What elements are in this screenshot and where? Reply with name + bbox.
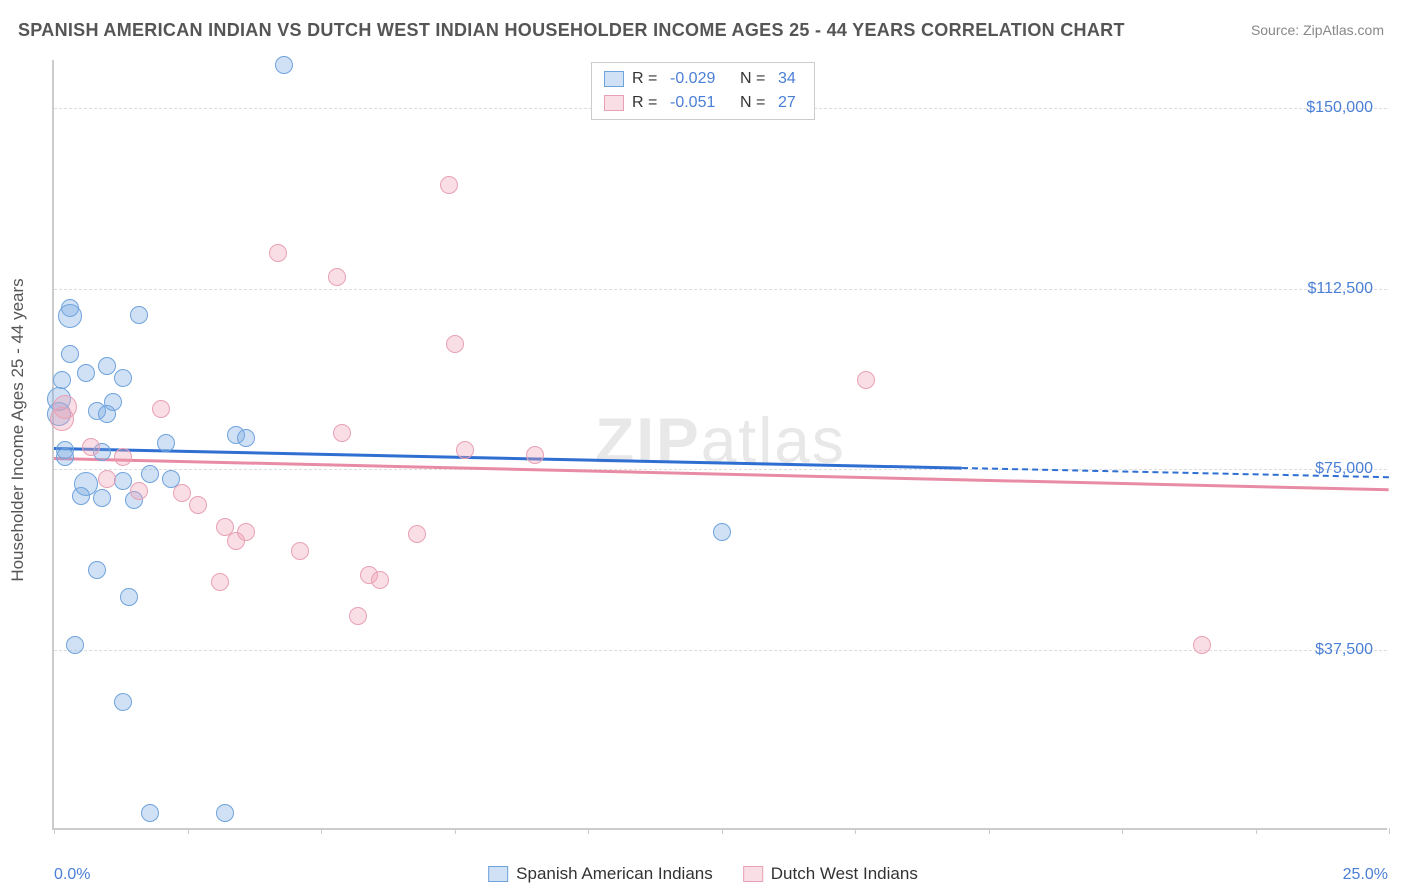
data-point — [446, 335, 464, 353]
watermark-bold: ZIP — [595, 404, 701, 476]
swatch-series-a — [488, 866, 508, 882]
x-tick-mark — [54, 828, 55, 834]
swatch-series-a — [604, 71, 624, 87]
data-point — [141, 804, 159, 822]
x-max-label: 25.0% — [1343, 866, 1388, 884]
series-b-name: Dutch West Indians — [771, 864, 918, 884]
data-point — [349, 607, 367, 625]
data-point — [275, 56, 293, 74]
x-tick-mark — [1256, 828, 1257, 834]
legend-item-a: Spanish American Indians — [488, 864, 713, 884]
data-point — [173, 484, 191, 502]
data-point — [58, 304, 82, 328]
data-point — [189, 496, 207, 514]
data-point — [98, 357, 116, 375]
data-point — [328, 268, 346, 286]
n-label: N = — [740, 70, 770, 88]
data-point — [130, 306, 148, 324]
data-point — [66, 636, 84, 654]
legend-item-b: Dutch West Indians — [743, 864, 918, 884]
gridline — [54, 469, 1387, 470]
data-point — [141, 465, 159, 483]
data-point — [98, 470, 116, 488]
plot-area: ZIPatlas $37,500$75,000$112,500$150,000 — [52, 60, 1387, 830]
correlation-legend: R = -0.029 N = 34 R = -0.051 N = 27 — [591, 62, 815, 120]
data-point — [130, 482, 148, 500]
x-tick-mark — [588, 828, 589, 834]
series-legend: Spanish American Indians Dutch West Indi… — [488, 864, 918, 884]
data-point — [211, 573, 229, 591]
x-tick-mark — [1122, 828, 1123, 834]
data-point — [237, 523, 255, 541]
data-point — [114, 369, 132, 387]
y-tick-label: $37,500 — [1315, 641, 1373, 659]
data-point — [114, 693, 132, 711]
data-point — [72, 487, 90, 505]
data-point — [77, 364, 95, 382]
chart-container: SPANISH AMERICAN INDIAN VS DUTCH WEST IN… — [0, 0, 1406, 892]
data-point — [93, 489, 111, 507]
r-label: R = — [632, 70, 662, 88]
x-tick-mark — [989, 828, 990, 834]
y-tick-label: $150,000 — [1306, 99, 1373, 117]
data-point — [56, 448, 74, 466]
swatch-series-b — [743, 866, 763, 882]
r-value-a: -0.029 — [670, 70, 732, 88]
data-point — [82, 438, 100, 456]
trend-line — [54, 447, 962, 469]
data-point — [333, 424, 351, 442]
data-point — [152, 400, 170, 418]
legend-row-b: R = -0.051 N = 27 — [604, 91, 802, 115]
x-tick-mark — [1389, 828, 1390, 834]
x-min-label: 0.0% — [54, 866, 90, 884]
data-point — [857, 371, 875, 389]
series-a-name: Spanish American Indians — [516, 864, 713, 884]
data-point — [216, 804, 234, 822]
data-point — [713, 523, 731, 541]
data-point — [114, 472, 132, 490]
source-attribution: Source: ZipAtlas.com — [1251, 22, 1384, 38]
data-point — [526, 446, 544, 464]
data-point — [269, 244, 287, 262]
data-point — [440, 176, 458, 194]
data-point — [408, 525, 426, 543]
legend-row-a: R = -0.029 N = 34 — [604, 67, 802, 91]
y-tick-label: $112,500 — [1307, 280, 1373, 298]
data-point — [53, 371, 71, 389]
x-tick-mark — [321, 828, 322, 834]
x-tick-mark — [455, 828, 456, 834]
source-label: Source: — [1251, 22, 1299, 38]
data-point — [88, 561, 106, 579]
data-point — [291, 542, 309, 560]
watermark: ZIPatlas — [595, 403, 846, 477]
gridline — [54, 289, 1387, 290]
n-label: N = — [740, 94, 770, 112]
data-point — [237, 429, 255, 447]
data-point — [104, 393, 122, 411]
data-point — [120, 588, 138, 606]
data-point — [50, 407, 74, 431]
data-point — [456, 441, 474, 459]
x-tick-mark — [188, 828, 189, 834]
source-value: ZipAtlas.com — [1303, 22, 1384, 38]
swatch-series-b — [604, 95, 624, 111]
r-label: R = — [632, 94, 662, 112]
data-point — [1193, 636, 1211, 654]
chart-title: SPANISH AMERICAN INDIAN VS DUTCH WEST IN… — [18, 20, 1125, 41]
data-point — [114, 448, 132, 466]
n-value-b: 27 — [778, 94, 802, 112]
data-point — [61, 345, 79, 363]
data-point — [157, 434, 175, 452]
data-point — [371, 571, 389, 589]
n-value-a: 34 — [778, 70, 802, 88]
x-tick-mark — [855, 828, 856, 834]
gridline — [54, 650, 1387, 651]
y-axis-title: Householder Income Ages 25 - 44 years — [8, 278, 28, 581]
x-tick-mark — [722, 828, 723, 834]
r-value-b: -0.051 — [670, 94, 732, 112]
